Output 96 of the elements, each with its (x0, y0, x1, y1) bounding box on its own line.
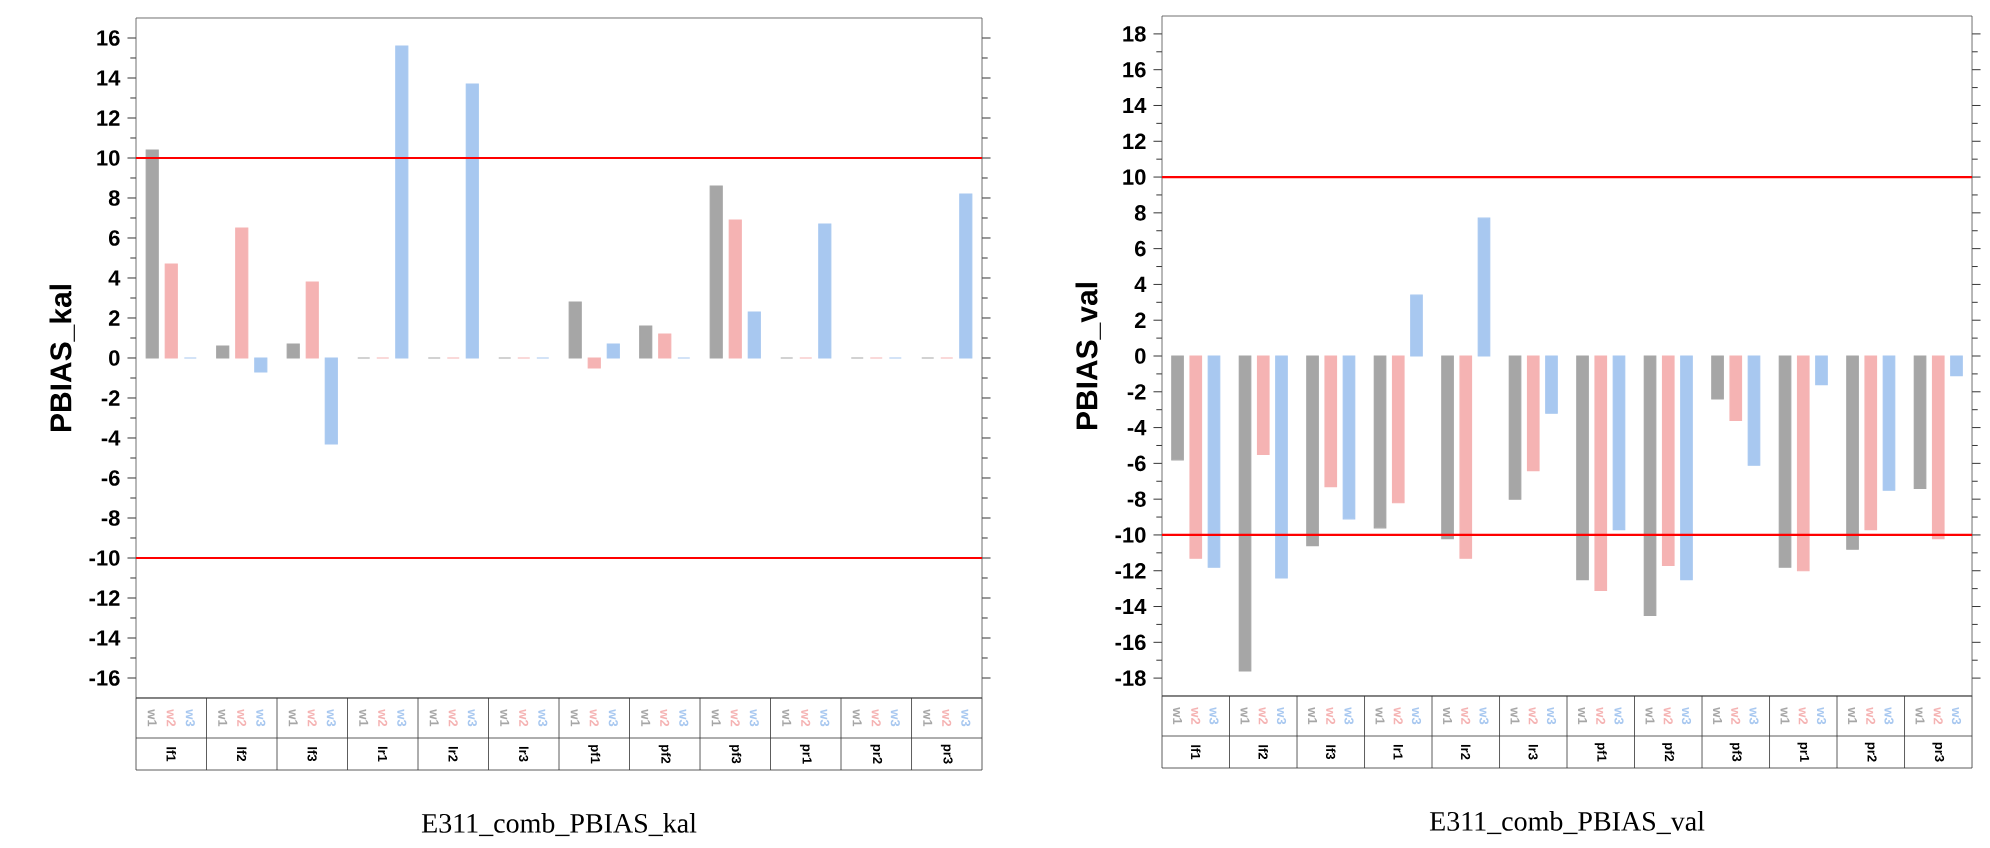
bar (1171, 355, 1184, 461)
y-tick-label: -10 (1115, 527, 1146, 543)
bar (1576, 355, 1589, 581)
bar (1864, 355, 1878, 531)
y-tick-label: 6 (108, 230, 120, 246)
bar (1882, 355, 1896, 491)
bar (587, 357, 601, 369)
y-axis-title: PBIAS_kal (49, 285, 75, 432)
bar (639, 325, 653, 359)
bar (1643, 355, 1657, 617)
y-tick-label: 2 (108, 310, 120, 326)
y-tick-label: -6 (1127, 455, 1146, 472)
y-tick-label: -18 (1115, 670, 1146, 686)
bar (1373, 355, 1387, 529)
y-tick-label: -10 (89, 550, 120, 566)
bar (1680, 355, 1693, 581)
y-tick-label: -6 (101, 470, 120, 486)
bar (1477, 217, 1491, 357)
bar (818, 223, 832, 359)
bar (658, 333, 672, 359)
bar (1306, 355, 1319, 547)
y-tick-label: -12 (1115, 563, 1146, 579)
y-tick-label: 4 (108, 270, 121, 286)
y-tick-label: 18 (1123, 26, 1146, 42)
bar (1778, 355, 1792, 568)
bar (1207, 355, 1221, 568)
y-tick-label: -14 (1115, 598, 1147, 615)
bar (1508, 355, 1522, 500)
y-tick-label: -16 (1115, 634, 1146, 651)
bar (1459, 355, 1473, 559)
bar (1441, 355, 1454, 540)
y-tick-label: 12 (1123, 133, 1146, 149)
bar (305, 281, 319, 359)
bar (1846, 355, 1859, 550)
bar (1391, 355, 1405, 504)
bar (1189, 355, 1203, 559)
bar (728, 219, 742, 359)
bar (324, 357, 338, 445)
bar (145, 149, 159, 359)
y-tick-label: 14 (97, 70, 121, 86)
bar (1275, 355, 1288, 579)
bar (1594, 355, 1608, 592)
y-tick-label: -8 (101, 510, 120, 526)
x-axis-title: E311_comb_PBIAS_kal (421, 813, 697, 837)
x-axis-title: E311_comb_PBIAS_val (1429, 811, 1705, 835)
bar (1796, 355, 1810, 572)
bar (1324, 355, 1338, 488)
y-tick-label: 10 (97, 150, 120, 166)
y-tick-label: -12 (89, 590, 120, 606)
y-tick-label: 0 (109, 350, 120, 366)
bar (1545, 355, 1558, 414)
y-tick-label: 8 (1134, 205, 1146, 221)
bar (1661, 355, 1675, 566)
bar (286, 343, 300, 359)
bar (465, 83, 479, 359)
y-tick-label: -16 (89, 670, 120, 686)
y-tick-label: 14 (1123, 97, 1147, 114)
y-tick-label: -8 (1127, 491, 1146, 507)
bar (709, 185, 723, 359)
y-tick-label: 16 (97, 30, 120, 46)
y-tick-label: -14 (89, 630, 121, 646)
y-tick-label: 4 (1134, 276, 1147, 292)
bar (1410, 294, 1423, 357)
bar (1526, 355, 1540, 472)
y-tick-label: -2 (1127, 384, 1146, 400)
y-tick-label: -4 (1127, 420, 1147, 436)
bar (1815, 355, 1828, 386)
y-tick-label: 0 (1135, 348, 1146, 364)
bar (606, 343, 620, 359)
bar (1729, 355, 1743, 422)
bar (1950, 355, 1963, 377)
y-tick-label: 8 (108, 190, 120, 206)
y-tick-label: 10 (1123, 169, 1146, 185)
y-tick-label: 12 (97, 110, 120, 126)
bar (1342, 355, 1356, 520)
bar (747, 311, 761, 359)
bar (568, 301, 582, 359)
bar (1913, 355, 1927, 490)
y-tick-label: -4 (101, 430, 121, 446)
bar (1612, 355, 1626, 531)
y-tick-label: 6 (1134, 240, 1146, 257)
bar (1747, 355, 1761, 466)
bar (1711, 355, 1724, 400)
bar (235, 227, 249, 359)
bar (1931, 355, 1945, 540)
bar (395, 45, 409, 359)
y-axis-title: PBIAS_val (1075, 283, 1101, 430)
bar (959, 193, 973, 359)
bar (216, 345, 230, 359)
y-tick-label: -2 (101, 390, 120, 406)
bar (164, 263, 178, 359)
bar (254, 357, 268, 373)
bar (1238, 355, 1252, 672)
y-tick-label: 2 (1134, 312, 1146, 328)
bar (1256, 355, 1270, 456)
y-tick-label: 16 (1123, 61, 1146, 78)
